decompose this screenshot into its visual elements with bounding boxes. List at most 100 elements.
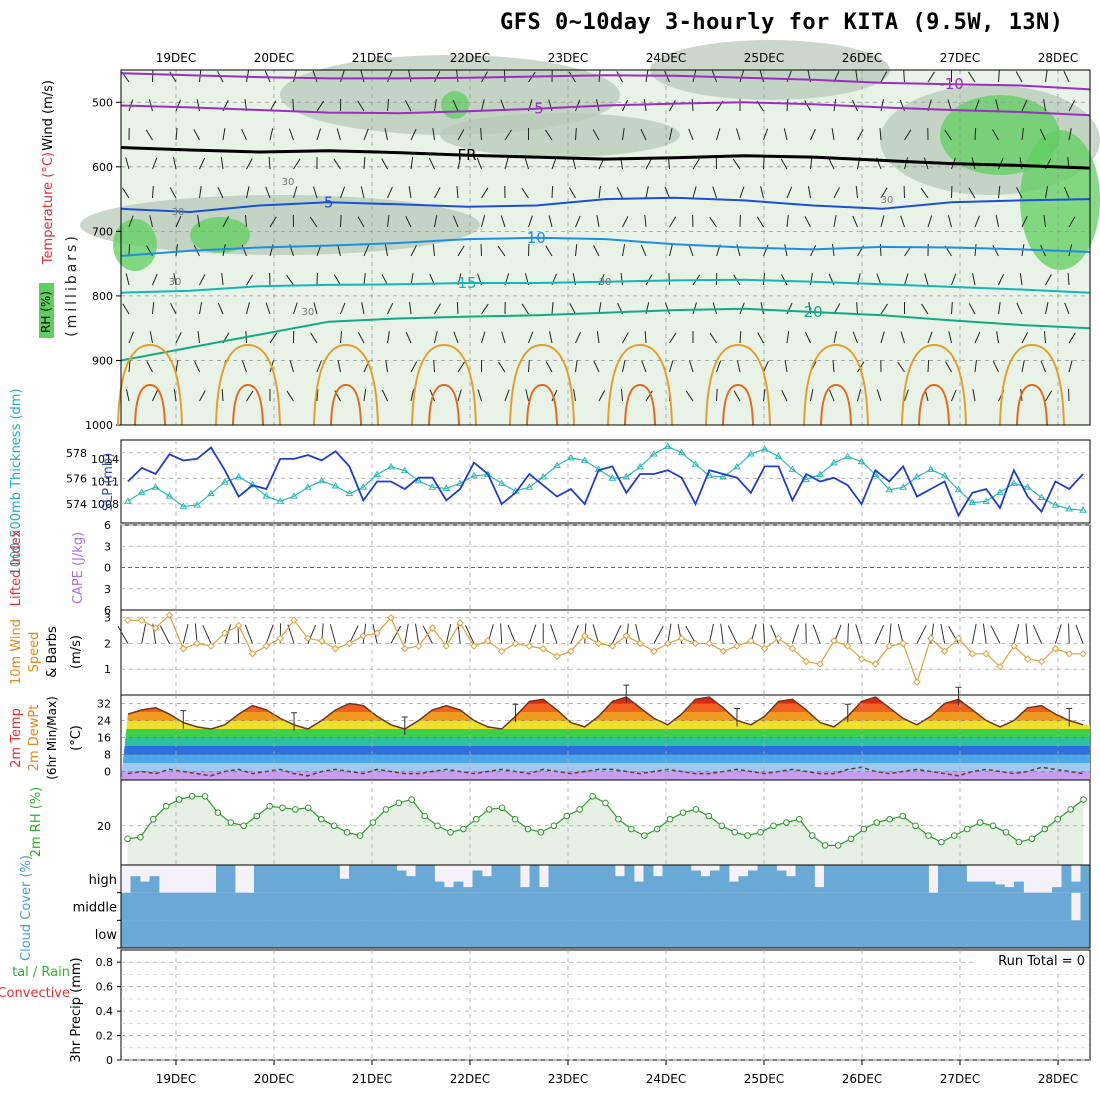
wind-barb <box>1015 71 1023 83</box>
thickness-point <box>303 483 312 490</box>
wind-speed-point <box>151 624 160 632</box>
rh2m-point <box>447 829 454 836</box>
wind-barb <box>434 331 438 344</box>
wind-barb <box>781 389 788 402</box>
cloud-cell-high <box>653 876 663 893</box>
wind-barb <box>175 128 178 141</box>
wind-barb <box>434 303 441 315</box>
wind-barb <box>128 331 134 344</box>
cloud-cell-middle <box>558 892 568 921</box>
wind-barb <box>289 360 294 373</box>
wind-barb <box>481 215 486 228</box>
cloud-cell-middle <box>1080 892 1091 921</box>
cloud-cell-low <box>463 920 473 948</box>
wind-barb <box>760 302 764 315</box>
wind-barb <box>568 71 576 83</box>
thickness-tick-label: 576 <box>66 472 87 485</box>
cloud-cell-low <box>1033 920 1043 948</box>
thickness-point <box>262 492 271 499</box>
isotherm-label: 20 <box>804 303 823 321</box>
cloud-cell-low <box>833 920 844 948</box>
precip-tick-label: 0.6 <box>96 981 114 994</box>
cloud-cell-middle <box>320 892 331 921</box>
cloud-cell-middle <box>976 892 986 921</box>
rh2m-point <box>434 822 441 830</box>
cloud-cell-low <box>178 920 188 948</box>
wind-barb <box>360 70 365 83</box>
rh-shading-4 <box>440 113 680 157</box>
wind-barb <box>333 158 341 170</box>
rh2m-point <box>188 793 196 800</box>
hot-contour <box>134 383 166 426</box>
wind-tick-label: 3 <box>104 612 111 625</box>
hot-contour <box>918 383 950 426</box>
slp-tick-label: 1008 <box>91 498 119 511</box>
rh2m-point <box>757 829 764 836</box>
wind-speed-point <box>581 632 589 640</box>
wind-barb <box>521 187 529 199</box>
wind-barb <box>669 100 676 112</box>
precip-axis-label: 3hr Precip (mm) <box>69 957 84 1062</box>
wind-barb-10m <box>708 623 714 644</box>
run-total-label: Run Total = 0 <box>998 954 1085 969</box>
wind-barb <box>405 331 412 344</box>
wind-barb <box>575 127 577 141</box>
wind-barb <box>521 303 529 315</box>
isotherm-label: -10 <box>939 75 964 93</box>
wind-barb <box>498 361 506 373</box>
wind-barb <box>387 99 390 112</box>
wind-barb <box>363 389 367 402</box>
cloud-cell-middle <box>178 892 188 921</box>
wind-barb <box>410 128 417 141</box>
wind-axis-label-2: Speed <box>27 632 42 673</box>
hot-contour <box>820 383 852 426</box>
wind-barb <box>831 128 835 141</box>
thickness-point <box>885 485 894 493</box>
cloud-cell-middle <box>130 892 141 921</box>
wind-barb <box>175 244 178 257</box>
lifted-index-axis-label: Lifted Index <box>9 529 24 606</box>
cloud-cell-low <box>320 920 331 948</box>
wind-barb <box>457 157 461 170</box>
thickness-point <box>733 462 741 470</box>
wind-barb <box>175 215 182 228</box>
cloud-cell-high <box>700 876 711 893</box>
wind-barb <box>879 243 882 257</box>
wind-barb <box>903 69 905 83</box>
wind-barb <box>1045 274 1052 286</box>
cloud-cell-low <box>653 920 663 948</box>
wind-speed-point <box>221 629 229 637</box>
wind-barb-10m <box>971 623 977 644</box>
thickness-point <box>1023 483 1032 490</box>
thickness-point <box>525 483 534 490</box>
wind-barb <box>194 360 200 373</box>
cloud-cell-low <box>482 920 492 948</box>
wind-speed-point <box>691 639 700 648</box>
wind-barb <box>947 215 952 228</box>
cloud-cell-middle <box>292 892 302 921</box>
wind-barb-10m <box>550 624 558 644</box>
thickness-point <box>982 497 991 504</box>
wind-speed-point <box>677 634 686 643</box>
rh2m-point <box>524 825 532 833</box>
wind-barb <box>688 128 694 141</box>
wind-barb <box>222 128 226 141</box>
rh2m-point <box>214 809 222 817</box>
cloud-cell-middle <box>700 892 711 921</box>
cloud-panel-frame <box>120 864 1091 949</box>
cloud-cell-low <box>406 920 416 948</box>
cloud-cell-low <box>415 920 426 948</box>
thickness-point <box>913 473 921 480</box>
wind-barb <box>763 128 769 141</box>
cloud-cell-high <box>263 865 274 893</box>
cloud-cell-middle <box>966 892 977 921</box>
wind-speed-point <box>954 634 963 643</box>
rh-contour-label: 30 <box>881 195 894 206</box>
wind-barb-10m <box>762 623 766 644</box>
isotherm-label: -5 <box>529 100 544 118</box>
cloud-cell-middle <box>729 892 739 921</box>
wind-barb <box>457 389 462 402</box>
wind-barb <box>974 215 980 228</box>
rh2m-point <box>369 819 377 826</box>
wind-barb <box>1021 332 1029 344</box>
